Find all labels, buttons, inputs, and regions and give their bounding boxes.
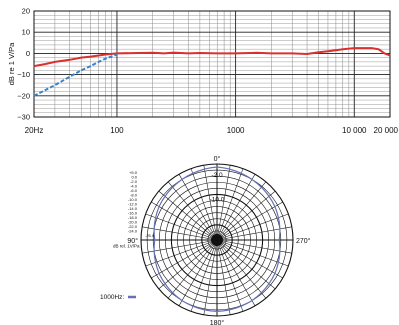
polar-scale-label: 0.0: [131, 175, 137, 180]
polar-scale-label: -20.0: [128, 220, 138, 225]
polar-spoke: [216, 181, 267, 241]
polar-scale-unit: dB rel. 1V/Pa: [113, 244, 140, 249]
polar-scale-label: +5.0: [129, 170, 138, 175]
polar-scale-label: -10.0: [128, 197, 138, 202]
x-tick-label: 10 000: [342, 126, 367, 135]
polar-spoke: [145, 213, 218, 241]
polar-spoke: [167, 181, 218, 241]
polar-scale-label: -4.0: [130, 184, 138, 189]
x-tick-label: 20 000: [374, 126, 399, 135]
polar-spoke: [216, 174, 256, 241]
y-axis-label: dB re 1 V/Pa: [7, 42, 16, 85]
polar-spoke: [151, 239, 218, 279]
x-tick-label: 20Hz: [25, 126, 44, 135]
polar-scale-label: -18.0: [128, 215, 138, 220]
polar-ring-label: -2.0: [211, 172, 223, 179]
polar-spoke: [216, 190, 276, 241]
polar-spoke: [216, 213, 289, 241]
y-tick-label: −10: [17, 70, 30, 79]
polar-spoke: [216, 239, 289, 267]
polar-spoke: [216, 239, 256, 306]
polar-spoke: [167, 239, 218, 299]
y-tick-label: 10: [22, 28, 30, 37]
polar-spoke: [151, 201, 218, 241]
polar-spoke: [145, 239, 218, 267]
polar-scale-label: -22.0: [128, 224, 138, 229]
polar-spoke: [190, 168, 218, 241]
polar-pattern-chart: 0°90°180°270°-2.0-10.0+5.00.0-2.0-4.0-6.…: [100, 155, 311, 325]
polar-angle-label: 180°: [210, 319, 225, 325]
polar-angle-label: 0°: [214, 155, 221, 163]
polar-spoke: [178, 174, 218, 241]
polar-spoke: [203, 165, 218, 241]
polar-angle-label: 90°: [127, 237, 138, 245]
polar-spoke: [190, 239, 218, 312]
polar-spoke: [216, 239, 267, 299]
series-line-1: [33, 47, 391, 68]
polar-spoke: [216, 168, 244, 241]
polar-spoke: [158, 190, 218, 241]
polar-spoke: [216, 165, 231, 241]
polar-scale-label: -14.0: [128, 206, 138, 211]
polar-spoke: [216, 239, 244, 312]
polar-scale-label: -6.0: [130, 188, 138, 193]
polar-scale-label: -2.0: [130, 179, 138, 184]
polar-spoke: [203, 239, 218, 315]
polar-scale-label: -25.0: [145, 233, 155, 238]
plot-frame: [33, 10, 391, 118]
polar-angle-label: 270°: [296, 237, 311, 245]
polar-spoke: [216, 201, 283, 241]
y-tick-label: 0: [26, 49, 30, 58]
polar-spoke: [216, 239, 276, 290]
polar-spoke: [178, 239, 218, 306]
y-tick-label: −30: [17, 113, 30, 122]
polar-scale-label: -16.0: [128, 211, 138, 216]
polar-scale-label: -8.0: [130, 193, 138, 198]
polar-spoke: [216, 239, 283, 279]
polar-scale-label: -24.0: [128, 229, 138, 234]
series-line-2: [33, 53, 118, 97]
polar-series-1: [153, 166, 281, 313]
y-tick-label: 20: [22, 7, 30, 16]
x-tick-label: 1000: [227, 126, 245, 135]
polar-ring-label: -10.0: [210, 196, 225, 203]
x-tick-label: 100: [110, 126, 124, 135]
legend-label: 1000Hz:: [100, 294, 124, 301]
polar-spoke: [216, 239, 231, 315]
polar-spoke: [158, 239, 218, 290]
y-tick-label: −20: [17, 91, 30, 100]
polar-scale-label: -12.0: [128, 202, 138, 207]
